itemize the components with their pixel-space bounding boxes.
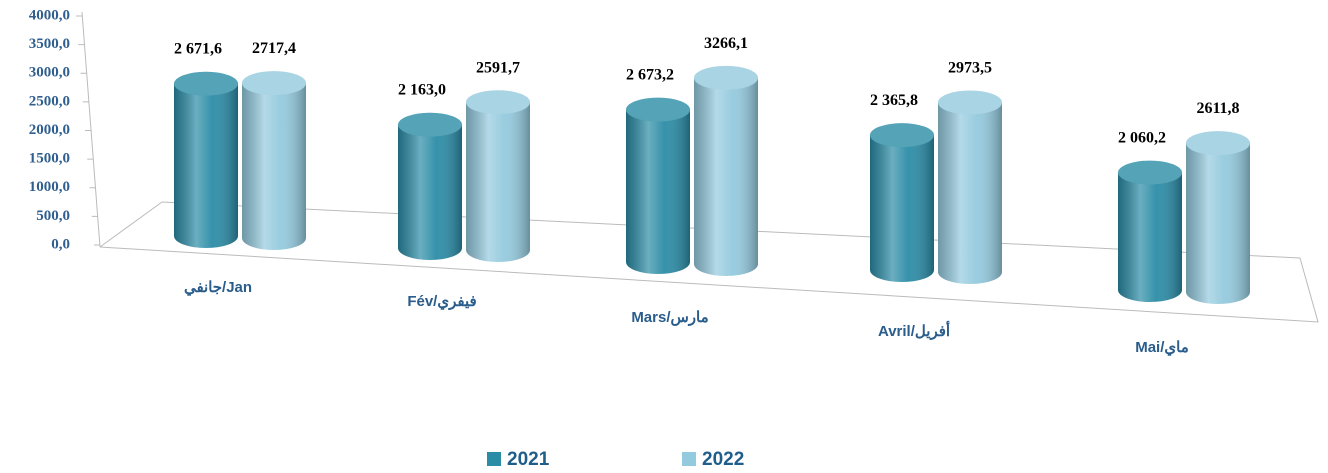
cylinder-top-shine xyxy=(174,71,238,96)
x-tick-label: Fév/فيفري xyxy=(407,293,476,311)
y-tick-label: 4000,0 xyxy=(29,7,70,23)
cylinder-top-shine xyxy=(1118,160,1182,185)
x-tick-label: Mai/ماي xyxy=(1135,339,1189,357)
y-tick-label: 2000,0 xyxy=(29,122,70,138)
cylinder-top xyxy=(1118,160,1182,185)
cylinder-shine xyxy=(694,77,758,276)
cylinder-shine xyxy=(174,83,238,248)
cylinder-top-shine xyxy=(694,65,758,90)
cylinder-shine xyxy=(466,102,530,262)
cylinder-top xyxy=(242,71,306,96)
cylinder-top-shine xyxy=(466,90,530,115)
cylinder-shine xyxy=(1118,172,1182,302)
x-tick-label: Avril/أفريل xyxy=(878,320,950,340)
legend-label: 2022 xyxy=(702,449,744,470)
value-label: 2717,4 xyxy=(252,40,296,57)
cylinder-shine xyxy=(626,109,690,275)
value-label: 2591,7 xyxy=(476,59,520,76)
cylinder-top xyxy=(466,90,530,115)
cylinder-top xyxy=(938,90,1002,115)
cylinder-top-shine xyxy=(1186,131,1250,156)
y-tick-label: 1000,0 xyxy=(29,179,70,195)
value-label: 2 060,2 xyxy=(1118,130,1166,147)
cylinder-shine xyxy=(870,135,934,282)
x-tick-label: جانفي/Jan xyxy=(184,279,252,297)
cylinder-shine xyxy=(398,124,462,260)
cylinder-top xyxy=(870,123,934,148)
value-label: 2611,8 xyxy=(1196,100,1239,117)
cylinder-top xyxy=(174,71,238,96)
cylinder-shine xyxy=(242,83,306,250)
value-label: 2973,5 xyxy=(948,60,992,77)
cylinder-top-shine xyxy=(938,90,1002,115)
cylinder-top-shine xyxy=(870,123,934,148)
legend-swatch xyxy=(682,452,696,466)
y-tick-label: 3000,0 xyxy=(29,65,70,81)
value-label: 2 163,0 xyxy=(398,82,446,99)
y-tick-label: 500,0 xyxy=(36,208,70,224)
value-label: 2 671,6 xyxy=(174,41,222,58)
cylinder-top-shine xyxy=(398,112,462,137)
cylinder-shine xyxy=(1186,143,1250,304)
cylinder-top xyxy=(1186,131,1250,156)
cylinder-top-shine xyxy=(242,71,306,96)
value-label: 2 365,8 xyxy=(870,92,918,109)
value-label: 3266,1 xyxy=(704,35,748,52)
y-tick-label: 0,0 xyxy=(51,236,70,252)
x-tick-label: Mars/مارس xyxy=(631,309,708,326)
cylinder-top xyxy=(398,112,462,137)
cylinder-shine xyxy=(938,102,1002,284)
legend-label: 2021 xyxy=(507,449,550,470)
y-tick-label: 1500,0 xyxy=(29,151,70,167)
cylinder-top-shine xyxy=(626,97,690,122)
value-label: 2 673,2 xyxy=(626,67,674,84)
cylinder-top xyxy=(626,97,690,122)
cylinder-top xyxy=(694,65,758,90)
y-tick-label: 3500,0 xyxy=(29,36,70,52)
legend-swatch xyxy=(487,452,501,466)
y-tick-label: 2500,0 xyxy=(29,93,70,109)
